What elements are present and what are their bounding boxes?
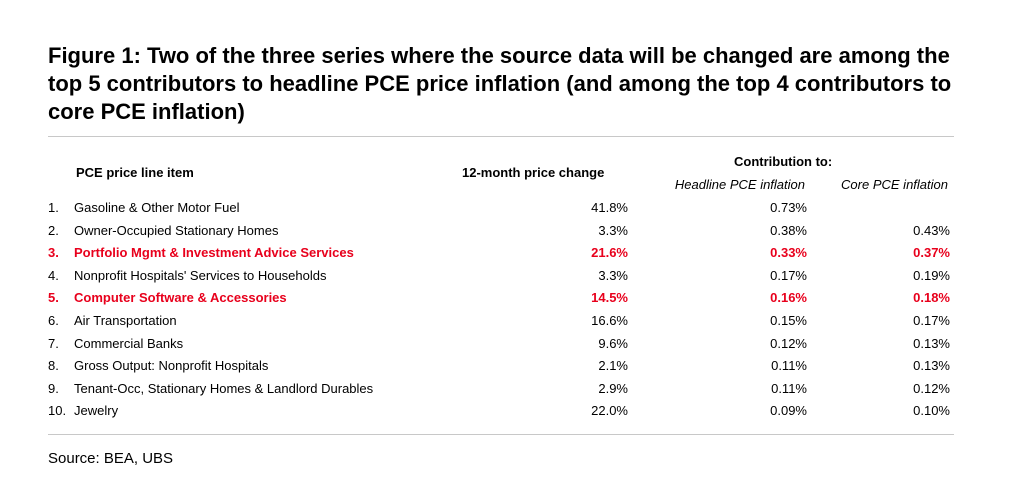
table-row: 5. Computer Software & Accessories 14.5% 0.… (48, 287, 954, 309)
row-core-contribution: 0.37% (913, 245, 950, 261)
row-core-contribution: 0.12% (913, 380, 950, 396)
bottom-divider (48, 434, 954, 435)
row-item-label: Jewelry (74, 403, 119, 419)
row-number: 10. (48, 403, 67, 419)
row-number: 4. (48, 267, 59, 283)
row-core-contribution: 0.13% (913, 335, 950, 351)
row-core-contribution: 0.19% (913, 267, 950, 283)
row-item-label: Portfolio Mgmt & Investment Advice Servi… (74, 245, 354, 261)
row-item-label: Commercial Banks (74, 335, 184, 351)
row-price-change: 16.6% (591, 313, 628, 328)
header-contribution-group: Contribution to: (734, 154, 833, 169)
table-row: 3. Portfolio Mgmt & Investment Advice Ser… (48, 242, 954, 264)
row-number: 6. (48, 313, 59, 328)
row-price-change: 3.3% (598, 222, 628, 238)
table-row: 10. Jewelry 22.0% 0.09% 0.10% (48, 400, 954, 422)
row-headline-contribution: 0.11% (771, 358, 807, 374)
row-item-label: Tenant-Occ, Stationary Homes & Landlord … (74, 380, 374, 396)
header-headline: Headline PCE inflation (674, 177, 805, 192)
row-headline-contribution: 0.38% (770, 222, 807, 238)
row-item-label: Owner-Occupied Stationary Homes (74, 222, 279, 238)
row-number: 5. (48, 290, 59, 306)
row-item-label: Nonprofit Hospitals' Services to Househo… (74, 267, 327, 283)
row-price-change: 9.6% (598, 335, 628, 351)
row-core-contribution: 0.13% (913, 358, 950, 374)
row-item-label: Air Transportation (74, 313, 177, 328)
row-core-contribution: 0.10% (913, 403, 950, 419)
row-price-change: 41.8% (591, 200, 628, 215)
table-row: 8. Gross Output: Nonprofit Hospitals 2.1% 0… (48, 355, 954, 377)
table-row: 7. Commercial Banks 9.6% 0.12% 0.13% (48, 333, 954, 355)
row-headline-contribution: 0.09% (770, 403, 807, 419)
row-number: 7. (48, 335, 59, 351)
row-core-contribution: 0.17% (913, 313, 950, 328)
row-number: 9. (48, 380, 59, 396)
row-number: 3. (48, 245, 59, 261)
row-headline-contribution: 0.11% (771, 380, 807, 396)
row-item-label: Gasoline & Other Motor Fuel (74, 200, 240, 215)
row-headline-contribution: 0.15% (770, 313, 807, 328)
header-item: PCE price line item (76, 165, 194, 180)
row-headline-contribution: 0.17% (770, 267, 807, 283)
row-headline-contribution: 0.16% (770, 290, 807, 306)
table-row: 2. Owner-Occupied Stationary Homes 3.3% 0.3… (48, 220, 954, 242)
top-divider (48, 136, 954, 137)
header-core: Core PCE inflation (841, 177, 948, 192)
row-core-contribution: 0.18% (913, 290, 950, 306)
row-headline-contribution: 0.73% (770, 200, 807, 215)
row-price-change: 22.0% (591, 403, 628, 419)
row-item-label: Gross Output: Nonprofit Hospitals (74, 358, 269, 374)
row-headline-contribution: 0.33% (770, 245, 807, 261)
row-price-change: 3.3% (598, 267, 628, 283)
figure-title: Figure 1: Two of the three series where … (48, 43, 952, 124)
row-price-change: 14.5% (591, 290, 628, 306)
row-price-change: 2.9% (598, 380, 628, 396)
row-price-change: 21.6% (591, 245, 628, 261)
row-number: 2. (48, 222, 59, 238)
table-row: 1. Gasoline & Other Motor Fuel 41.8% 0.73% (48, 197, 954, 219)
table-row: 6. Air Transportation 16.6% 0.15% 0.17% (48, 310, 954, 332)
source-note: Source: BEA, UBS (48, 450, 174, 467)
row-item-label: Computer Software & Accessories (74, 290, 287, 306)
row-number: 1. (48, 200, 59, 215)
row-headline-contribution: 0.12% (770, 335, 807, 351)
header-price-change: 12-month price change (462, 165, 605, 180)
row-core-contribution: 0.43% (913, 222, 950, 238)
table-row: 9. Tenant-Occ, Stationary Homes & Landlor… (48, 378, 954, 400)
table-row: 4. Nonprofit Hospitals' Services to House… (48, 265, 954, 287)
row-number: 8. (48, 358, 59, 374)
row-price-change: 2.1% (598, 358, 628, 374)
